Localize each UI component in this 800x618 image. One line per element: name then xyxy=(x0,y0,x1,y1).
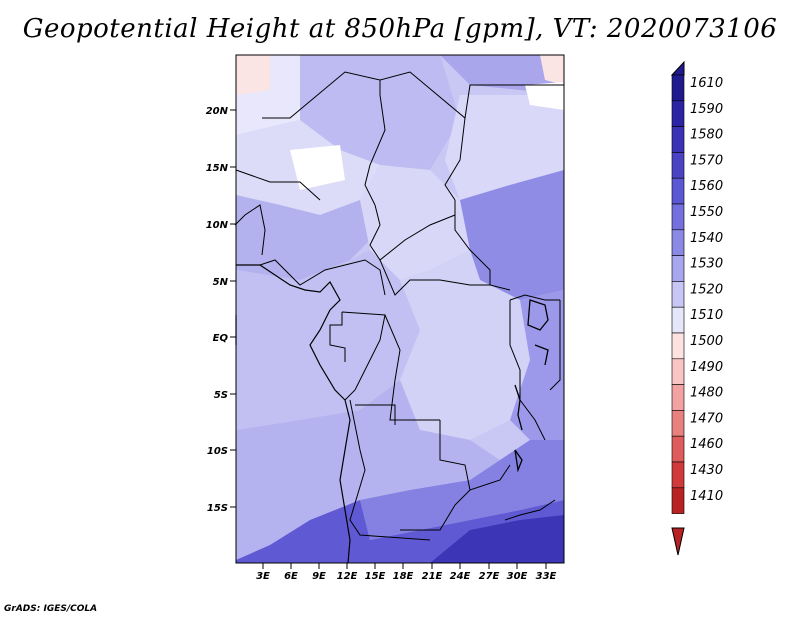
region-red-sea-white xyxy=(525,82,564,110)
colorbar-label: 1590 xyxy=(690,102,723,117)
region-sahara-central xyxy=(300,55,460,170)
colorbar-label: 1480 xyxy=(690,386,723,401)
colorbar-cell xyxy=(671,126,685,153)
colorbar-label: 1510 xyxy=(690,308,723,323)
colorbar-label: 1580 xyxy=(690,128,723,143)
lon-label: 24E xyxy=(450,571,471,582)
lat-label: 5N xyxy=(213,277,229,288)
lon-label: 12E xyxy=(337,571,358,582)
colorbar-label: 1460 xyxy=(690,437,723,452)
colorbar-cell xyxy=(671,177,685,205)
lon-label: 33E xyxy=(536,571,557,582)
colorbar-cell xyxy=(671,281,685,308)
colorbar-cell xyxy=(671,332,685,360)
lon-label: 6E xyxy=(284,571,298,582)
colorbar-bottom-arrow xyxy=(671,527,685,556)
lat-label: 10N xyxy=(206,220,229,231)
lat-label: 5S xyxy=(214,390,228,401)
region-high-ne xyxy=(540,55,564,85)
lat-label: 10S xyxy=(207,446,228,457)
colorbar-cell xyxy=(671,384,685,411)
lon-label: 21E xyxy=(422,571,443,582)
lon-label: 15E xyxy=(365,571,386,582)
map-frame xyxy=(235,54,565,564)
region-guinea xyxy=(236,195,380,280)
region-high-nw xyxy=(236,55,270,95)
region-east xyxy=(460,170,564,300)
colorbar-cell xyxy=(671,410,685,437)
lon-label: 27E xyxy=(479,571,500,582)
colorbar-cell xyxy=(671,203,685,231)
colorbar-top-arrow xyxy=(670,60,685,76)
lon-label: 9E xyxy=(312,571,326,582)
colorbar-label: 1490 xyxy=(690,360,723,375)
colorbar-cell xyxy=(671,487,685,514)
colorbar: 1610 1590 1580 1570 1560 1550 1540 1530 1520 1510… xyxy=(670,60,723,556)
region-sudan xyxy=(445,95,564,200)
grads-credit: GrADS: IGES/COLA xyxy=(4,604,98,614)
colorbar-cell xyxy=(671,100,685,127)
lakes xyxy=(514,299,549,473)
country-borders xyxy=(234,71,564,541)
lat-tick-marks xyxy=(230,109,236,508)
colorbar-cell xyxy=(671,435,685,463)
region-chad xyxy=(360,165,470,280)
colorbar-cell xyxy=(671,461,685,489)
lat-label: EQ xyxy=(213,333,229,344)
colorbar-cell xyxy=(671,306,685,334)
colorbar-label: 1430 xyxy=(690,463,723,478)
colorbar-cell xyxy=(671,152,685,179)
lat-label: 15S xyxy=(207,503,228,514)
region-congo-west xyxy=(236,250,420,430)
region-light-core xyxy=(290,145,345,190)
colorbar-label: 1570 xyxy=(690,153,723,168)
colorbar-cell xyxy=(671,358,685,385)
lat-label: 20N xyxy=(206,106,229,117)
colorbar-label: 1540 xyxy=(690,231,723,246)
colorbar-label: 1520 xyxy=(690,282,723,297)
lon-label: 30E xyxy=(507,571,528,582)
colorbar-cell xyxy=(671,74,685,102)
colorbar-cell xyxy=(671,255,685,282)
region-zambia xyxy=(360,440,564,540)
colorbar-label: 1410 xyxy=(690,489,723,504)
lon-tick-marks xyxy=(262,563,547,569)
region-congo-basin xyxy=(400,250,530,440)
colorbar-label: 1470 xyxy=(690,411,723,426)
colorbar-label: 1610 xyxy=(690,76,723,91)
colorbar-label: 1550 xyxy=(690,205,723,220)
map-panel: 20N 15N 10N 5N EQ 5S 10S 15S 3E 6E 9E 12… xyxy=(206,54,565,582)
colorbar-label: 1530 xyxy=(690,257,723,272)
lat-label: 15N xyxy=(206,163,229,174)
region-angola xyxy=(236,380,500,560)
colorbar-label: 1500 xyxy=(690,334,723,349)
lon-label: 3E xyxy=(256,571,270,582)
lon-label: 18E xyxy=(393,571,414,582)
region-lakes xyxy=(510,290,564,440)
colorbar-cell xyxy=(671,229,685,256)
region-south-deep xyxy=(430,515,564,563)
map-title: Geopotential Height at 850hPa [gpm], VT:… xyxy=(22,14,778,44)
colorbar-label: 1560 xyxy=(690,179,723,194)
